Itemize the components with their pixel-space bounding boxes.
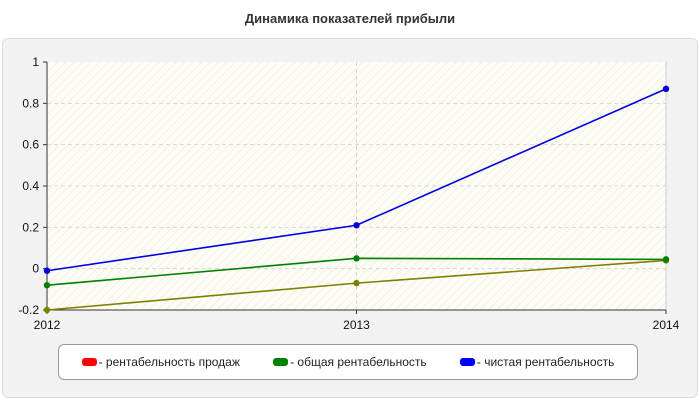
legend: - рентабельность продаж - общая рентабел… — [58, 344, 638, 380]
data-point — [353, 222, 360, 229]
data-point — [662, 85, 670, 93]
x-tick-label: 2014 — [653, 318, 680, 332]
data-point — [353, 279, 360, 287]
legend-swatch — [273, 358, 289, 366]
y-tick-label: 0 — [32, 262, 39, 276]
data-point — [43, 282, 51, 289]
x-tick-label: 2013 — [343, 318, 370, 332]
legend-label: - рентабельность продаж — [98, 355, 240, 369]
data-point — [353, 255, 360, 262]
data-point — [43, 306, 51, 314]
legend-label: - чистая рентабельность — [476, 355, 615, 369]
data-point — [662, 256, 670, 263]
chart-title: Динамика показателей прибыли — [244, 11, 456, 26]
x-tick-label: 2012 — [34, 318, 61, 332]
y-tick-label: 0.8 — [22, 96, 39, 110]
legend-item-total-profitability[interactable]: - общая рентабельность — [273, 355, 427, 369]
y-tick-label: 0.6 — [22, 138, 39, 152]
legend-swatch — [81, 358, 97, 366]
legend-item-sales-profitability[interactable]: - рентабельность продаж — [81, 355, 240, 369]
y-tick-label: 0.2 — [22, 220, 39, 234]
legend-swatch — [459, 358, 475, 366]
legend-label: - общая рентабельность — [290, 355, 427, 369]
y-tick-label: 0.4 — [22, 179, 39, 193]
y-tick-label: -0.2 — [18, 303, 39, 317]
y-tick-label: 1 — [32, 55, 39, 69]
legend-item-net-profitability[interactable]: - чистая рентабельность — [459, 355, 615, 369]
data-point — [43, 267, 51, 274]
